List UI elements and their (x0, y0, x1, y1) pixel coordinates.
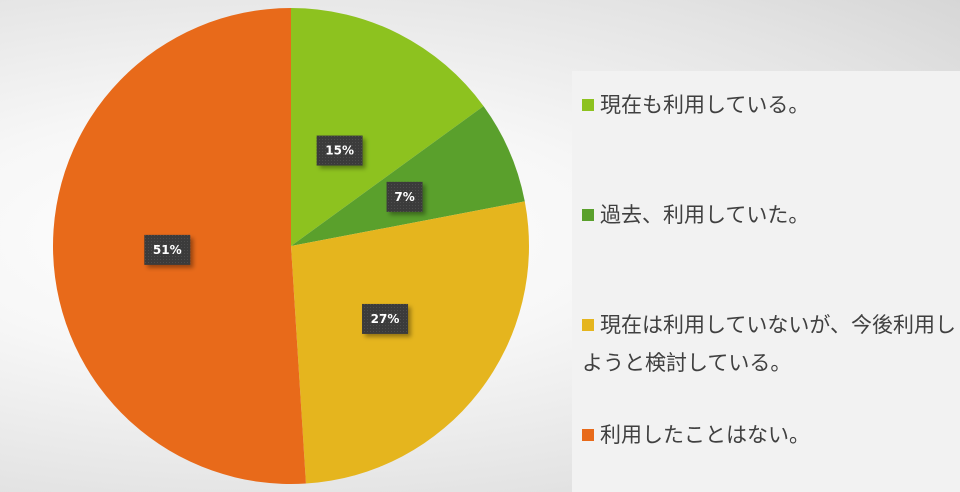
data-label-box (362, 303, 409, 334)
legend-item-3: 現在は利用していないが、今後利用しようと検討している。 (582, 306, 960, 382)
legend-label: 現在は利用していないが、今後利用しようと検討している。 (582, 313, 956, 375)
pie-slice-3 (291, 201, 529, 484)
legend-item-4: 利用したことはない。 (582, 416, 960, 454)
data-label-3: 27% (362, 303, 409, 334)
legend-swatch (582, 319, 594, 331)
legend-label: 現在も利用している。 (600, 93, 810, 117)
data-label-box (316, 135, 363, 166)
legend-label: 利用したことはない。 (600, 423, 810, 447)
legend-swatch (582, 209, 594, 221)
legend-swatch (582, 429, 594, 441)
data-label-text: 7% (394, 190, 414, 204)
data-label-4: 51% (144, 234, 191, 265)
legend-swatch (582, 99, 594, 111)
data-label-text: 27% (371, 312, 400, 326)
legend-label: 過去、利用していた。 (600, 203, 810, 227)
data-label-2: 7% (386, 181, 423, 212)
pie-slice-2 (291, 106, 525, 246)
pie-chart: 15% 7% 27% 51% (53, 8, 529, 484)
pie-slice-1 (291, 8, 484, 246)
data-label-box (386, 181, 423, 212)
data-label-1: 15% (316, 135, 363, 166)
legend-item-1: 現在も利用している。 (582, 86, 960, 124)
data-label-box (144, 234, 191, 265)
legend: 現在も利用している。 過去、利用していた。現在は利用していないが、今後利用しようと… (572, 71, 960, 492)
legend-item-2: 過去、利用していた。 (582, 196, 960, 234)
data-label-text: 15% (325, 144, 354, 158)
data-label-text: 51% (153, 243, 182, 257)
